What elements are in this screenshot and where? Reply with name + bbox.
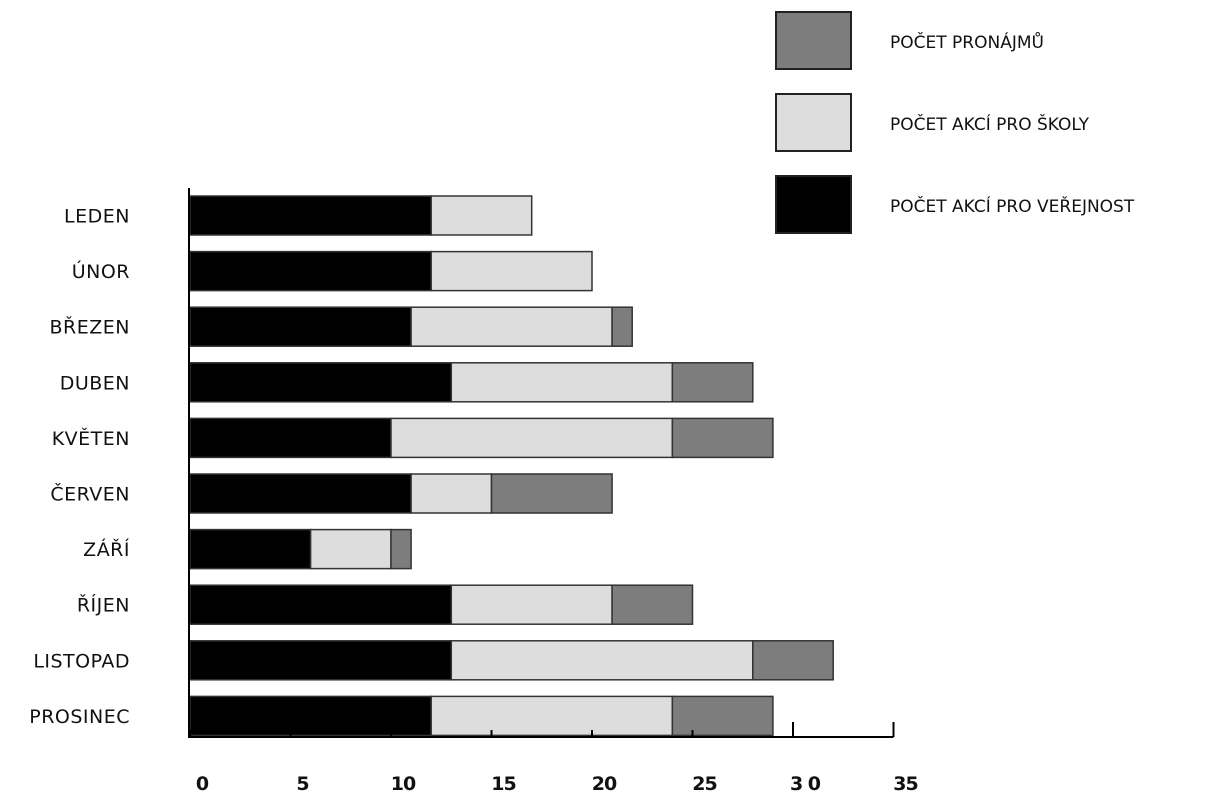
bar-březen-series-2 — [410, 306, 613, 347]
category-label: ZÁŘÍ — [83, 538, 130, 561]
bar-duben-series-1 — [189, 362, 453, 403]
bar-červen-series-3 — [490, 473, 613, 514]
bar-leden-series-2 — [430, 195, 533, 236]
legend-label: POČET AKCÍ PRO VEŘEJNOST — [890, 195, 1135, 217]
x-tick-label: 3 0 — [790, 773, 821, 794]
bar-únor-series-2 — [430, 250, 593, 292]
category-labels: LEDEN ÚNOR BŘEZEN DUBEN KVĚTEN ČERVEN ZÁŘÍ ŘÍJE… — [29, 206, 130, 728]
x-tick-label: 5 — [296, 773, 308, 794]
category-label: PROSINEC — [29, 706, 130, 728]
category-label: DUBEN — [60, 372, 130, 394]
bar-září-series-3 — [390, 528, 412, 570]
bar-listopad-series-2 — [450, 640, 754, 681]
bar-duben-series-2 — [450, 362, 674, 403]
bar-prosinec-series-2 — [430, 695, 674, 737]
bar-květen-series-2 — [390, 417, 674, 459]
bar-květen-series-1 — [189, 417, 392, 459]
category-label: BŘEZEN — [50, 316, 130, 339]
category-label: ÚNOR — [72, 259, 130, 283]
legend-label: POČET AKCÍ PRO ŠKOLY — [890, 113, 1090, 135]
bar-prosinec-series-1 — [189, 695, 432, 737]
category-label: ČERVEN — [50, 482, 130, 506]
legend: POČET PRONÁJMŮ POČET AKCÍ PRO ŠKOLY POČET … — [775, 11, 1135, 234]
category-label: LEDEN — [64, 206, 130, 228]
bar-únor-series-1 — [189, 250, 432, 292]
x-tick-label: 25 — [692, 773, 716, 794]
bar-říjen-series-1 — [189, 584, 453, 625]
x-tick-labels: 0 5 10 15 20 25 3 0 35 — [196, 773, 919, 794]
bar-červen-series-2 — [410, 473, 493, 514]
legend-swatch-series-3 — [775, 11, 852, 70]
legend-label: POČET PRONÁJMŮ — [890, 31, 1044, 53]
axes — [188, 188, 895, 738]
bar-březen-series-3 — [611, 306, 633, 347]
legend-swatch-series-2 — [775, 93, 852, 152]
bar-červen-series-1 — [189, 473, 412, 514]
x-tick-label: 20 — [592, 773, 617, 794]
bar-prosinec-series-3 — [671, 695, 774, 737]
bar-duben-series-3 — [671, 362, 754, 403]
bar-listopad-series-3 — [752, 640, 834, 681]
x-tick-label: 10 — [391, 773, 416, 794]
bar-září-series-1 — [189, 528, 312, 570]
bar-říjen-series-3 — [611, 584, 694, 625]
bar-říjen-series-2 — [450, 584, 613, 625]
category-label: LISTOPAD — [33, 650, 130, 672]
bar-květen-series-3 — [671, 417, 774, 459]
x-tick-label: 35 — [893, 773, 917, 794]
x-tick-label: 0 — [196, 773, 209, 794]
bar-leden-series-1 — [189, 195, 432, 236]
bar-březen-series-1 — [189, 306, 412, 347]
x-tick-label: 15 — [491, 773, 515, 794]
category-label: ŘÍJEN — [77, 594, 130, 617]
bars-group — [189, 195, 834, 737]
category-label: KVĚTEN — [52, 427, 130, 450]
bar-září-series-2 — [309, 528, 392, 570]
legend-swatch-series-1 — [775, 175, 852, 234]
bar-listopad-series-1 — [189, 640, 453, 681]
